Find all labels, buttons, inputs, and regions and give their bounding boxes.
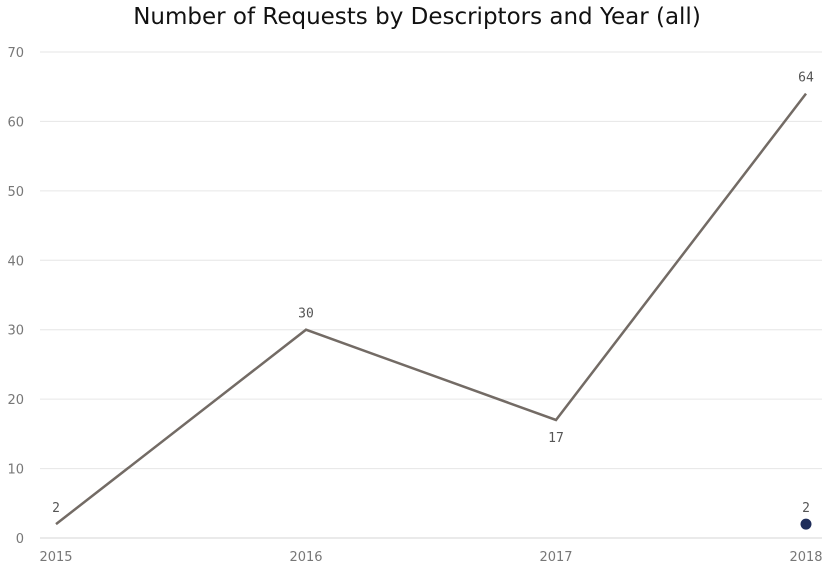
y-tick-label: 10	[7, 463, 24, 478]
y-axis-ticks: 0 10 20 30 40 50 60 70	[7, 46, 24, 547]
grid-lines	[40, 51, 822, 539]
x-tick-label: 2015	[39, 550, 72, 565]
chart-title: Number of Requests by Descriptors and Ye…	[133, 4, 701, 30]
x-tick-label: 2016	[289, 550, 322, 565]
y-tick-label: 40	[7, 254, 24, 269]
y-tick-label: 70	[7, 46, 24, 61]
data-label: 17	[548, 431, 564, 446]
x-tick-label: 2017	[539, 550, 572, 565]
data-point	[800, 518, 812, 530]
data-label: 2	[802, 501, 810, 516]
data-label: 30	[298, 307, 314, 322]
x-axis-ticks: 2015 2016 2017 2018	[39, 550, 822, 565]
y-tick-label: 30	[7, 324, 24, 339]
data-label: 2	[52, 501, 60, 516]
x-tick-label: 2018	[789, 550, 822, 565]
series-line	[55, 92, 807, 526]
data-labels: 2 30 17 64 2	[52, 71, 814, 516]
data-label: 64	[798, 71, 814, 86]
y-tick-label: 0	[16, 532, 24, 547]
y-tick-label: 50	[7, 185, 24, 200]
y-tick-label: 60	[7, 115, 24, 130]
y-tick-label: 20	[7, 393, 24, 408]
series-group	[55, 92, 812, 530]
